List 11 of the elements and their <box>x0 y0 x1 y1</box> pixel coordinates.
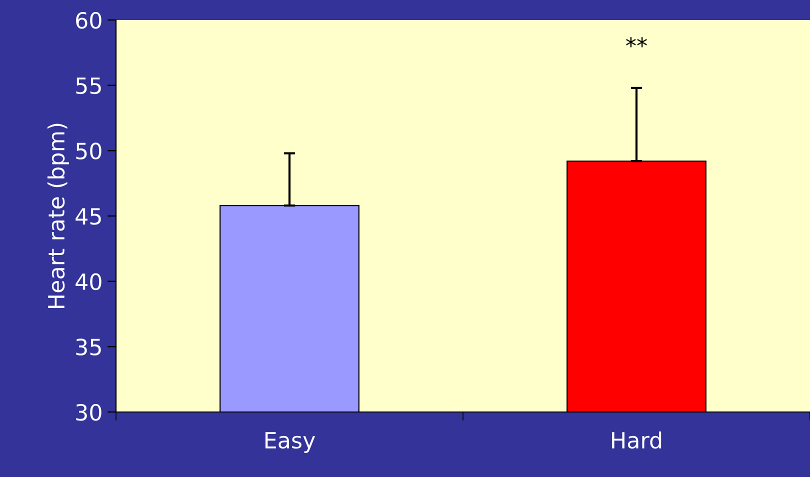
y-tick-label: 35 <box>76 338 101 356</box>
y-tick-label: 50 <box>76 142 102 160</box>
y-tick-label: 60 <box>76 12 102 29</box>
y-tick-label: 55 <box>76 78 101 94</box>
y-axis-title: Heart rate (bpm) <box>47 124 69 308</box>
annotation: ** <box>626 37 647 48</box>
y-tick-label: 30 <box>76 404 102 421</box>
x-tick-label: Easy <box>265 432 316 453</box>
x-tick-label: Hard <box>612 431 662 449</box>
y-tick-label: 45 <box>76 208 101 225</box>
y-tick-label: 40 <box>76 273 102 290</box>
